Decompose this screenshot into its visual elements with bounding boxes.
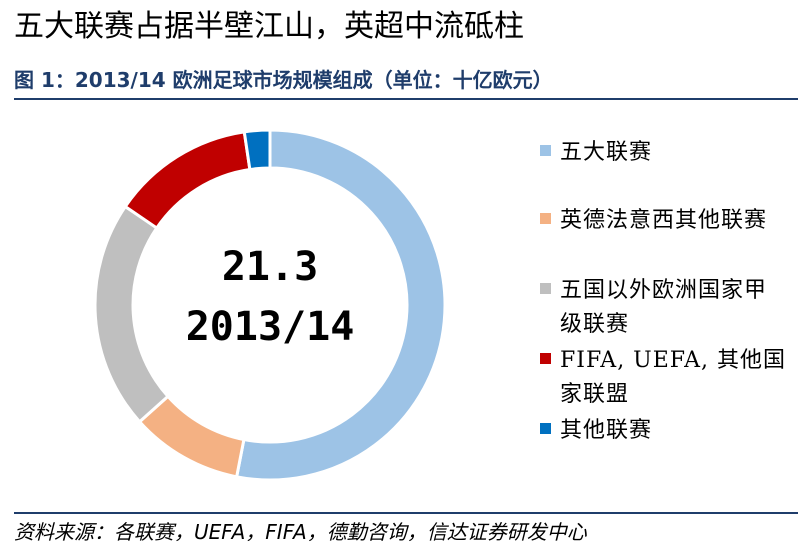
legend-label: 其他联赛	[560, 418, 653, 443]
page-headline: 五大联赛占据半壁江山，英超中流砥柱	[14, 9, 524, 44]
source-divider	[14, 512, 798, 514]
donut-chart: 21.3 2013/14	[93, 128, 447, 482]
slice-fifa-uefa	[123, 130, 252, 231]
legend-swatch	[540, 353, 551, 364]
legend-label: 五大联赛	[560, 140, 653, 165]
figure-caption: 图 1：2013/14 欧洲足球市场规模组成（单位：十亿欧元）	[14, 68, 553, 92]
legend-label: 英德法意西其他联赛	[560, 208, 768, 233]
slice-other-leagues	[242, 128, 272, 172]
slice-big-five	[234, 128, 447, 482]
legend-swatch	[540, 423, 551, 434]
slice-other-top-divisions	[93, 204, 171, 424]
center-period-label: 2013/14	[186, 304, 355, 350]
legend-swatch	[540, 145, 551, 156]
legend-swatch	[540, 283, 551, 294]
legend-label: 五国以外欧洲国家甲级联赛	[560, 278, 768, 337]
legend-label: FIFA, UEFA, 其他国家联盟	[560, 348, 787, 407]
donut-slices	[93, 128, 447, 482]
center-value-label: 21.3	[222, 244, 318, 290]
source-note: 资料来源：各联赛，UEFA，FIFA，德勤咨询，信达证券研发中心	[14, 520, 587, 544]
caption-divider	[14, 98, 798, 100]
legend-swatch	[540, 213, 551, 224]
